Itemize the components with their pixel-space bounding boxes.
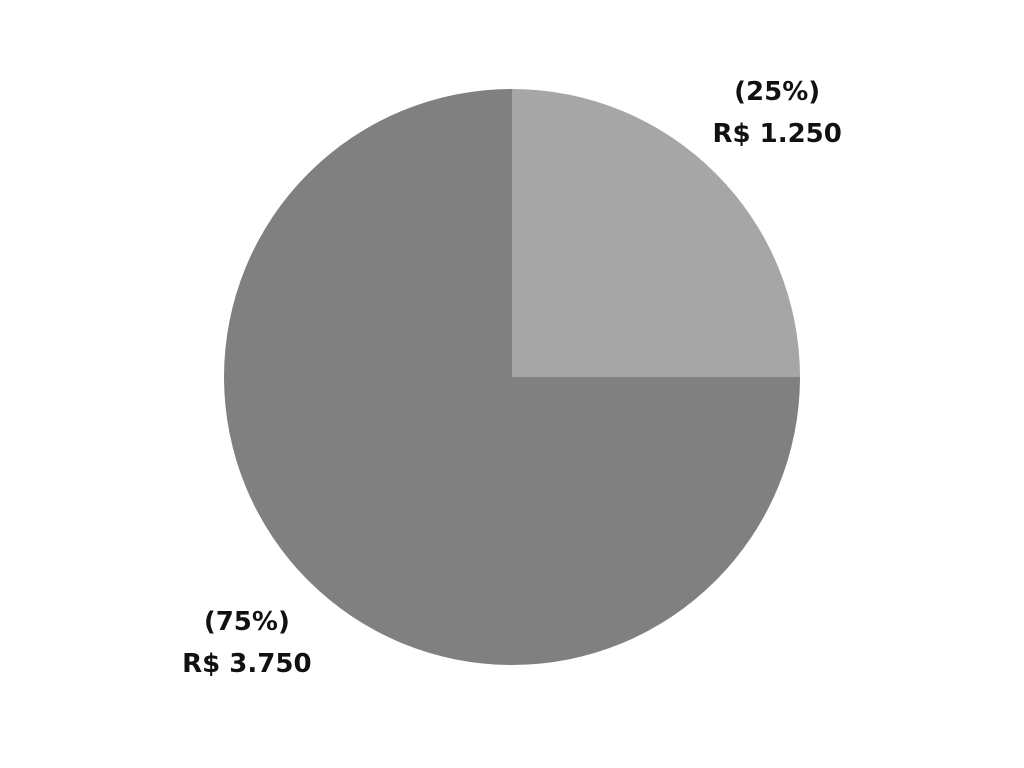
slice-value-label: R$ 1.250: [712, 119, 841, 149]
pie-slice-2: [224, 89, 800, 665]
slice-percent-label: (25%): [734, 77, 820, 107]
pie-slices: [224, 89, 800, 665]
pie-slice-1: [512, 89, 800, 377]
slice-percent-label: (75%): [204, 607, 290, 637]
slice-labels: (25%) R$ 1.250 (75%) R$ 3.750: [182, 77, 842, 679]
slice-value-label: R$ 3.750: [182, 649, 311, 679]
